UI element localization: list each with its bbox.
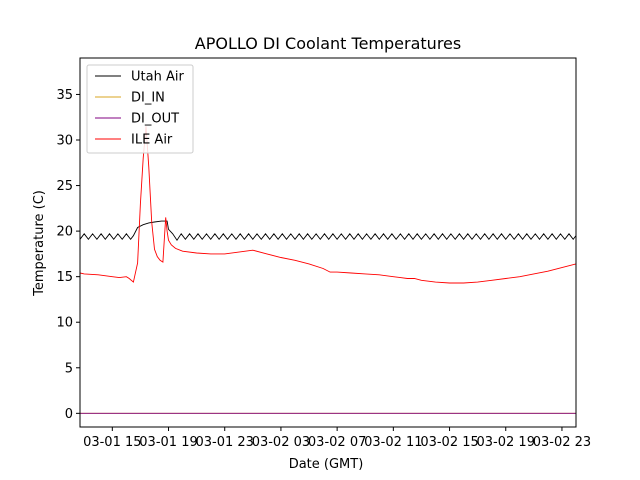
x-axis-label: Date (GMT) xyxy=(289,457,364,472)
series-line-ile-air xyxy=(80,126,576,284)
legend: Utah Air DI_IN DI_OUT ILE Air xyxy=(86,64,194,154)
y-tick-label: 10 xyxy=(56,316,73,331)
chart-title: APOLLO DI Coolant Temperatures xyxy=(195,34,461,53)
y-tick-label: 0 xyxy=(65,407,73,422)
x-tick-label: 03-01 23 xyxy=(195,435,253,450)
x-tick-label: 03-02 11 xyxy=(364,435,422,450)
x-tick-label: 03-02 03 xyxy=(252,435,310,450)
y-tick-label: 20 xyxy=(56,225,73,240)
legend-label: DI_IN xyxy=(131,91,165,106)
plot-frame xyxy=(79,57,577,428)
y-tick-label: 35 xyxy=(56,88,73,103)
legend-label: ILE Air xyxy=(131,133,173,148)
legend-label: Utah Air xyxy=(131,70,184,85)
y-tick-label: 30 xyxy=(56,134,73,149)
legend-box xyxy=(86,64,194,154)
x-tick-label: 03-02 07 xyxy=(308,435,366,450)
series-layer xyxy=(80,126,576,414)
x-tick-label: 03-02 15 xyxy=(420,435,478,450)
legend-label: DI_OUT xyxy=(131,112,179,127)
x-tick-label: 03-02 23 xyxy=(533,435,591,450)
x-tick-label: 03-01 19 xyxy=(139,435,197,450)
y-axis-label: Temperature (C) xyxy=(32,190,47,297)
x-tick-label: 03-02 19 xyxy=(477,435,535,450)
series-line-utah-air xyxy=(80,220,576,242)
x-tick-label: 03-01 15 xyxy=(83,435,141,450)
y-tick-label: 15 xyxy=(56,270,73,285)
y-tick-label: 25 xyxy=(56,179,73,194)
y-axis: 0 5 10 15 20 25 30 35 xyxy=(56,88,80,422)
y-tick-label: 5 xyxy=(65,361,73,376)
